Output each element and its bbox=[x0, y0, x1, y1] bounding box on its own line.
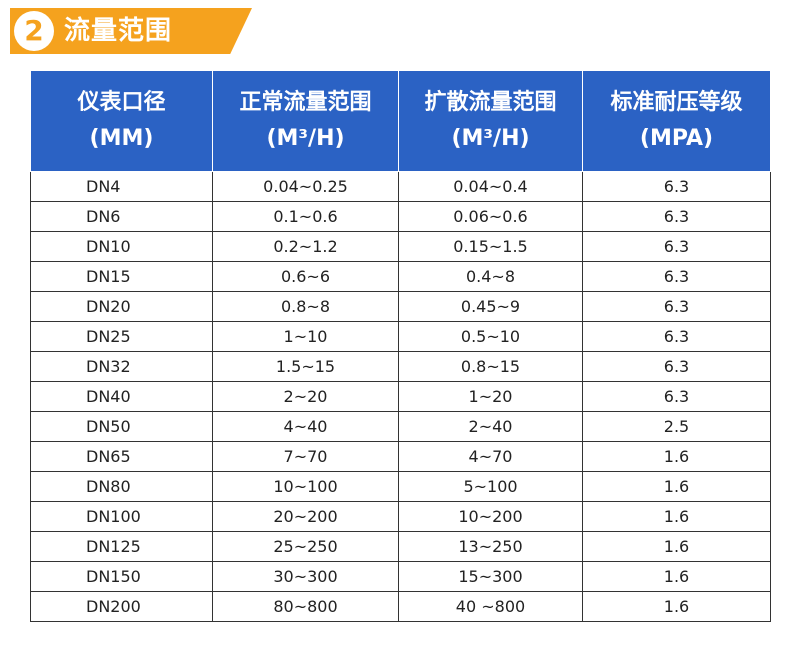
cell-extended-flow: 13~250 bbox=[398, 531, 583, 562]
table-row: DN10 0.2~1.2 0.15~1.5 6.3 bbox=[30, 231, 771, 262]
header-normal-flow-label: 正常流量范围 bbox=[239, 90, 372, 115]
cell-normal-flow: 4~40 bbox=[212, 411, 399, 442]
cell-extended-flow: 0.8~15 bbox=[398, 351, 583, 382]
table-row: DN125 25~250 13~250 1.6 bbox=[30, 531, 771, 562]
cell-size: DN150 bbox=[30, 561, 213, 592]
cell-pressure: 1.6 bbox=[582, 441, 771, 472]
cell-pressure: 2.5 bbox=[582, 411, 771, 442]
header-extended-flow-label: 扩散流量范围 bbox=[424, 90, 557, 115]
table-row: DN15 0.6~6 0.4~8 6.3 bbox=[30, 261, 771, 292]
cell-normal-flow: 0.2~1.2 bbox=[212, 231, 399, 262]
header-size-unit: (MM) bbox=[89, 126, 154, 151]
cell-normal-flow: 2~20 bbox=[212, 381, 399, 412]
cell-normal-flow: 10~100 bbox=[212, 471, 399, 502]
cell-size: DN65 bbox=[30, 441, 213, 472]
table-row: DN80 10~100 5~100 1.6 bbox=[30, 471, 771, 502]
cell-pressure: 1.6 bbox=[582, 471, 771, 502]
cell-size: DN80 bbox=[30, 471, 213, 502]
table-row: DN6 0.1~0.6 0.06~0.6 6.3 bbox=[30, 201, 771, 232]
cell-size: DN125 bbox=[30, 531, 213, 562]
header-extended-flow: 扩散流量范围 (M³/H) bbox=[398, 70, 583, 172]
cell-pressure: 6.3 bbox=[582, 231, 771, 262]
header-extended-flow-unit: (M³/H) bbox=[451, 126, 530, 151]
table-row: DN4 0.04~0.25 0.04~0.4 6.3 bbox=[30, 171, 771, 202]
cell-extended-flow: 2~40 bbox=[398, 411, 583, 442]
cell-size: DN32 bbox=[30, 351, 213, 382]
table-row: DN32 1.5~15 0.8~15 6.3 bbox=[30, 351, 771, 382]
header-pressure: 标准耐压等级 (MPA) bbox=[582, 70, 771, 172]
cell-normal-flow: 20~200 bbox=[212, 501, 399, 532]
cell-pressure: 1.6 bbox=[582, 501, 771, 532]
cell-extended-flow: 0.5~10 bbox=[398, 321, 583, 352]
table-row: DN200 80~800 40 ~800 1.6 bbox=[30, 591, 771, 622]
cell-normal-flow: 1.5~15 bbox=[212, 351, 399, 382]
table-row: DN150 30~300 15~300 1.6 bbox=[30, 561, 771, 592]
section-number-badge: 2 bbox=[14, 11, 54, 51]
cell-normal-flow: 25~250 bbox=[212, 531, 399, 562]
cell-size: DN200 bbox=[30, 591, 213, 622]
cell-extended-flow: 1~20 bbox=[398, 381, 583, 412]
cell-normal-flow: 0.6~6 bbox=[212, 261, 399, 292]
cell-extended-flow: 0.04~0.4 bbox=[398, 171, 583, 202]
cell-size: DN6 bbox=[30, 201, 213, 232]
cell-normal-flow: 30~300 bbox=[212, 561, 399, 592]
cell-size: DN100 bbox=[30, 501, 213, 532]
cell-size: DN20 bbox=[30, 291, 213, 322]
cell-extended-flow: 0.15~1.5 bbox=[398, 231, 583, 262]
cell-size: DN25 bbox=[30, 321, 213, 352]
table-row: DN25 1~10 0.5~10 6.3 bbox=[30, 321, 771, 352]
cell-size: DN10 bbox=[30, 231, 213, 262]
header-normal-flow-unit: (M³/H) bbox=[266, 126, 345, 151]
cell-size: DN50 bbox=[30, 411, 213, 442]
cell-pressure: 6.3 bbox=[582, 381, 771, 412]
cell-size: DN40 bbox=[30, 381, 213, 412]
cell-extended-flow: 5~100 bbox=[398, 471, 583, 502]
header-size-label: 仪表口径 bbox=[77, 90, 166, 115]
cell-extended-flow: 0.4~8 bbox=[398, 261, 583, 292]
cell-extended-flow: 0.06~0.6 bbox=[398, 201, 583, 232]
cell-pressure: 6.3 bbox=[582, 261, 771, 292]
section-title: 流量范围 bbox=[64, 16, 173, 46]
cell-extended-flow: 40 ~800 bbox=[398, 591, 583, 622]
cell-normal-flow: 0.04~0.25 bbox=[212, 171, 399, 202]
header-size: 仪表口径 (MM) bbox=[30, 70, 213, 172]
header-normal-flow: 正常流量范围 (M³/H) bbox=[212, 70, 399, 172]
cell-size: DN15 bbox=[30, 261, 213, 292]
cell-size: DN4 bbox=[30, 171, 213, 202]
cell-pressure: 1.6 bbox=[582, 591, 771, 622]
cell-extended-flow: 10~200 bbox=[398, 501, 583, 532]
cell-pressure: 1.6 bbox=[582, 531, 771, 562]
cell-pressure: 6.3 bbox=[582, 351, 771, 382]
cell-extended-flow: 15~300 bbox=[398, 561, 583, 592]
cell-normal-flow: 80~800 bbox=[212, 591, 399, 622]
table-row: DN40 2~20 1~20 6.3 bbox=[30, 381, 771, 412]
cell-pressure: 6.3 bbox=[582, 171, 771, 202]
cell-pressure: 6.3 bbox=[582, 201, 771, 232]
table-row: DN65 7~70 4~70 1.6 bbox=[30, 441, 771, 472]
flow-range-table: 仪表口径 (MM) 正常流量范围 (M³/H) 扩散流量范围 (M³/H) 标准… bbox=[30, 70, 771, 622]
cell-pressure: 6.3 bbox=[582, 321, 771, 352]
table-row: DN20 0.8~8 0.45~9 6.3 bbox=[30, 291, 771, 322]
header-pressure-label: 标准耐压等级 bbox=[610, 90, 743, 115]
cell-pressure: 6.3 bbox=[582, 291, 771, 322]
cell-normal-flow: 0.8~8 bbox=[212, 291, 399, 322]
cell-extended-flow: 0.45~9 bbox=[398, 291, 583, 322]
cell-normal-flow: 0.1~0.6 bbox=[212, 201, 399, 232]
table-row: DN100 20~200 10~200 1.6 bbox=[30, 501, 771, 532]
cell-pressure: 1.6 bbox=[582, 561, 771, 592]
cell-normal-flow: 1~10 bbox=[212, 321, 399, 352]
cell-extended-flow: 4~70 bbox=[398, 441, 583, 472]
cell-normal-flow: 7~70 bbox=[212, 441, 399, 472]
table-header-row: 仪表口径 (MM) 正常流量范围 (M³/H) 扩散流量范围 (M³/H) 标准… bbox=[30, 70, 771, 172]
header-pressure-unit: (MPA) bbox=[639, 126, 714, 151]
table-row: DN50 4~40 2~40 2.5 bbox=[30, 411, 771, 442]
